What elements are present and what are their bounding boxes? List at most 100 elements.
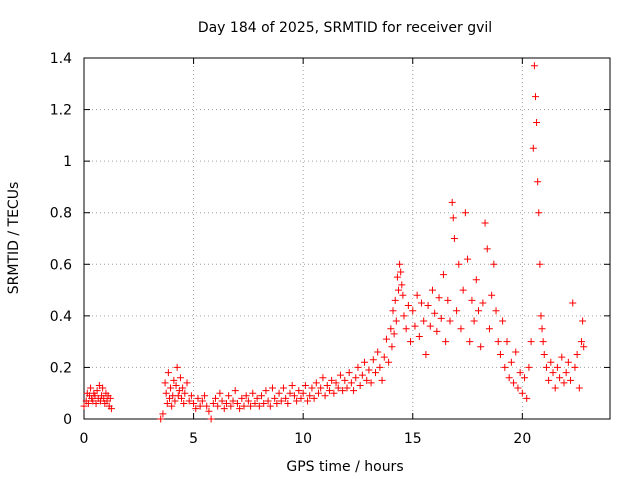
data-point bbox=[181, 389, 189, 397]
data-point bbox=[540, 351, 548, 359]
data-point bbox=[542, 363, 550, 371]
data-point bbox=[501, 363, 509, 371]
data-point bbox=[242, 392, 250, 400]
data-point bbox=[266, 402, 274, 410]
data-point bbox=[176, 374, 184, 382]
data-point bbox=[580, 343, 588, 351]
data-point bbox=[424, 302, 432, 310]
data-point bbox=[407, 338, 415, 346]
data-point bbox=[564, 358, 572, 366]
data-point bbox=[490, 260, 498, 268]
data-point bbox=[251, 400, 259, 408]
data-point bbox=[569, 299, 577, 307]
data-point bbox=[268, 384, 276, 392]
data-point bbox=[530, 62, 538, 70]
data-point bbox=[253, 394, 261, 402]
data-point bbox=[290, 392, 298, 400]
data-point bbox=[367, 379, 375, 387]
data-point bbox=[295, 387, 303, 395]
y-tick-label: 1 bbox=[63, 154, 72, 170]
data-point bbox=[216, 389, 224, 397]
data-points bbox=[80, 62, 588, 423]
data-point bbox=[315, 389, 323, 397]
data-point bbox=[162, 389, 170, 397]
data-point bbox=[80, 402, 88, 410]
data-point bbox=[238, 394, 246, 402]
data-point bbox=[173, 363, 181, 371]
data-point bbox=[231, 387, 239, 395]
x-tick-label: 15 bbox=[404, 431, 422, 447]
data-point bbox=[299, 389, 307, 397]
data-point bbox=[279, 384, 287, 392]
plot-frame bbox=[83, 57, 611, 420]
data-point bbox=[249, 389, 257, 397]
data-point bbox=[264, 397, 272, 405]
data-point bbox=[468, 296, 476, 304]
data-point bbox=[361, 358, 369, 366]
data-point bbox=[157, 415, 165, 423]
data-point bbox=[92, 400, 100, 408]
data-point bbox=[205, 407, 213, 415]
data-point bbox=[390, 330, 398, 338]
data-point bbox=[393, 273, 401, 281]
data-point bbox=[446, 317, 454, 325]
data-point bbox=[212, 394, 219, 402]
data-point bbox=[431, 309, 439, 317]
data-point bbox=[180, 400, 188, 408]
data-point bbox=[579, 317, 587, 325]
data-point bbox=[534, 178, 542, 186]
data-point bbox=[485, 325, 493, 333]
data-point bbox=[453, 307, 461, 315]
data-point bbox=[385, 358, 393, 366]
data-point bbox=[183, 379, 191, 387]
data-point bbox=[507, 358, 515, 366]
data-point bbox=[409, 307, 417, 315]
data-point bbox=[297, 394, 305, 402]
data-point bbox=[404, 302, 412, 310]
data-point bbox=[558, 353, 566, 361]
data-point bbox=[236, 405, 244, 413]
data-point bbox=[492, 307, 500, 315]
x-tick-label: 20 bbox=[513, 431, 531, 447]
data-point bbox=[247, 402, 255, 410]
data-point bbox=[428, 286, 436, 294]
data-point bbox=[240, 402, 248, 410]
data-point bbox=[397, 268, 405, 276]
data-point bbox=[449, 214, 457, 222]
data-point bbox=[531, 93, 539, 101]
grid-lines bbox=[84, 58, 610, 419]
data-point bbox=[187, 392, 195, 400]
data-point bbox=[262, 387, 270, 395]
data-point bbox=[317, 384, 325, 392]
data-point bbox=[539, 338, 547, 346]
data-point bbox=[260, 400, 268, 408]
data-point bbox=[161, 379, 169, 387]
data-point bbox=[392, 317, 400, 325]
data-point bbox=[437, 314, 445, 322]
data-point bbox=[398, 281, 406, 289]
data-point bbox=[323, 381, 331, 389]
data-point bbox=[444, 296, 452, 304]
data-point bbox=[499, 317, 507, 325]
y-tick-label: 0.6 bbox=[50, 257, 72, 273]
data-point bbox=[220, 405, 228, 413]
data-point bbox=[551, 384, 559, 392]
y-tick-label: 0.8 bbox=[50, 206, 72, 222]
data-point bbox=[549, 369, 557, 377]
data-point bbox=[277, 397, 285, 405]
data-point bbox=[273, 400, 281, 408]
data-point bbox=[512, 348, 520, 356]
data-point bbox=[413, 291, 421, 299]
data-point bbox=[198, 397, 206, 405]
data-point bbox=[380, 353, 388, 361]
y-tick-label: 0.2 bbox=[50, 360, 72, 376]
data-point bbox=[382, 335, 390, 343]
data-point bbox=[560, 379, 568, 387]
data-point bbox=[388, 343, 396, 351]
data-point bbox=[168, 402, 176, 410]
data-point bbox=[523, 394, 531, 402]
data-point bbox=[391, 296, 399, 304]
data-point bbox=[336, 371, 344, 379]
data-point bbox=[529, 144, 537, 152]
data-point bbox=[345, 369, 353, 377]
